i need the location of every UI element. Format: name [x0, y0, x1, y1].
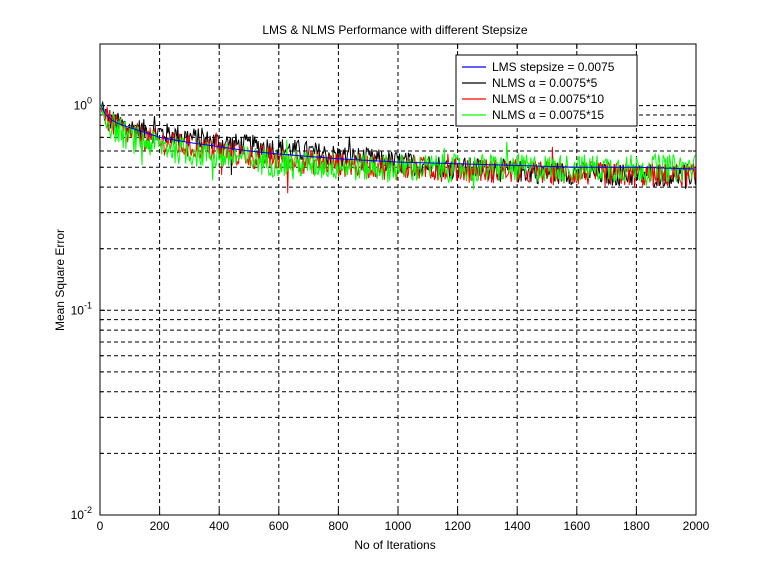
x-tick-label: 0 — [97, 519, 104, 533]
series-line-0 — [100, 105, 696, 170]
y-axis-label: Mean Square Error — [53, 229, 67, 331]
chart-title: LMS & NLMS Performance with different St… — [262, 23, 528, 37]
x-tick-label: 1800 — [623, 519, 650, 533]
x-tick-label: 1600 — [563, 519, 590, 533]
legend-label: NLMS α = 0.0075*10 — [492, 92, 604, 106]
x-tick-label: 800 — [328, 519, 348, 533]
legend-label: NLMS α = 0.0075*5 — [492, 76, 598, 90]
x-tick-label: 1000 — [385, 519, 412, 533]
x-axis-label: No of Iterations — [354, 538, 435, 552]
x-tick-label: 1400 — [504, 519, 531, 533]
legend-label: NLMS α = 0.0075*15 — [492, 108, 604, 122]
x-tick-label: 2000 — [683, 519, 710, 533]
x-tick-label: 400 — [209, 519, 229, 533]
legend-box — [455, 54, 638, 127]
legend-label: LMS stepsize = 0.0075 — [492, 60, 615, 74]
series-line-3 — [99, 104, 696, 190]
tick-labels: 0 200 400 600 800 1000 1200 1400 1600 1800 2000 10-… — [71, 96, 710, 533]
y-tick-label: 10-1 — [71, 300, 92, 317]
legend: LMS stepsize = 0.0075 NLMS α = 0.0075*5 NL… — [455, 54, 638, 127]
y-tick-label: 10-2 — [71, 505, 92, 522]
x-tick-label: 600 — [269, 519, 289, 533]
x-tick-label: 1200 — [444, 519, 471, 533]
series-lines — [99, 100, 696, 194]
x-tick-label: 200 — [150, 519, 170, 533]
y-tick-label: 100 — [74, 96, 92, 113]
